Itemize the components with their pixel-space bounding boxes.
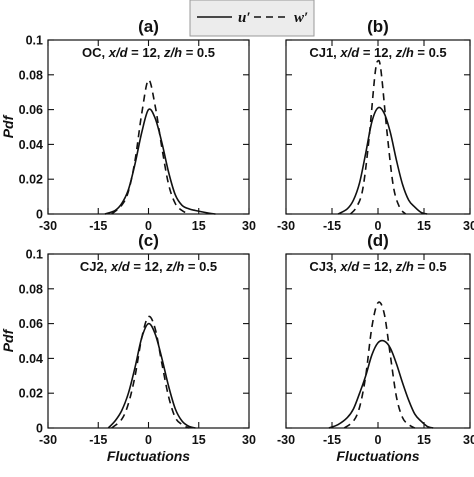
y-tick-label: 0.04 [19,138,43,152]
x-tick-label: 30 [463,433,474,447]
panel-label: (b) [367,17,389,36]
x-tick-label: -30 [39,433,57,447]
y-tick-label: 0.02 [19,173,43,187]
panel-label: (a) [138,17,159,36]
plot-frame [285,253,471,429]
x-tick-label: 15 [417,219,431,233]
series-line-w [111,79,190,215]
x-tick-label: -30 [277,219,295,233]
y-tick-label: 0.08 [19,282,43,296]
y-tick-label: 0 [36,422,43,436]
panel-label: (d) [367,231,389,250]
x-tick-label: 0 [375,219,382,233]
x-tick-label: 0 [145,219,152,233]
panel-title: CJ2, x/d = 12, z/h = 0.5 [80,259,217,274]
x-tick-label: 15 [192,219,206,233]
plot-frame [47,39,250,215]
y-tick-label: 0.06 [19,103,43,117]
x-tick-label: -30 [277,433,295,447]
series-line-u [337,106,428,215]
x-tick-label: 30 [242,219,256,233]
plot-frame [285,39,471,215]
plot-frame [47,253,250,429]
series-line-u [107,322,196,429]
y-tick-label: 0 [36,208,43,222]
x-tick-label: 0 [375,433,382,447]
x-axis-title: Fluctuations [107,448,190,464]
y-tick-label: 0.04 [19,352,43,366]
x-tick-label: 30 [463,219,474,233]
series-line-u [328,339,434,429]
panels: -30 -15 0 15 30 0 0.02 0.04 0.06 0.08 0.1 Pdf (a) OC,… [0,17,474,464]
x-tick-label: -15 [89,433,107,447]
x-tick-label: 15 [192,433,206,447]
x-tick-label: -15 [323,219,341,233]
x-axis-title: Fluctuations [336,448,419,464]
panel-d: -30 -15 0 15 30 Fluctuations (d) CJ3, x/d = 12,… [277,231,474,464]
panel-label: (c) [138,231,159,250]
x-tick-label: -15 [89,219,107,233]
y-tick-label: 0.1 [26,34,43,48]
panel-title: CJ3, x/d = 12, z/h = 0.5 [309,259,446,274]
x-tick-label: 30 [242,433,256,447]
series-line-w [343,301,416,429]
x-tick-label: -30 [39,219,57,233]
legend-label-w: w′ [294,10,308,26]
x-tick-label: 15 [417,433,431,447]
panel-c: -30 -15 0 15 30 0 0.02 0.04 0.06 0.08 0.1 Pdf Fluctu… [0,231,256,464]
y-tick-label: 0.08 [19,68,43,82]
series-line-w [349,59,407,215]
panel-b: -30 -15 0 15 30 (b) CJ1, x/d = 12, z/h = 0.5 [277,17,474,233]
series-line-w [111,315,190,429]
series-line-u [104,108,216,215]
panel-title: CJ1, x/d = 12, z/h = 0.5 [309,45,446,60]
y-axis-title: Pdf [0,114,16,138]
legend-label-u: u′ [238,10,251,26]
y-axis-title: Pdf [0,328,16,352]
legend: u′ w′ [189,0,315,37]
y-tick-label: 0.06 [19,317,43,331]
y-tick-label: 0.02 [19,387,43,401]
panel-title: OC, x/d = 12, z/h = 0.5 [82,45,215,60]
legend-box [189,0,315,37]
x-tick-label: -15 [323,433,341,447]
panel-a: -30 -15 0 15 30 0 0.02 0.04 0.06 0.08 0.1 Pdf (a) OC,… [0,17,256,233]
y-tick-label: 0.1 [26,248,43,262]
x-tick-label: 0 [145,433,152,447]
